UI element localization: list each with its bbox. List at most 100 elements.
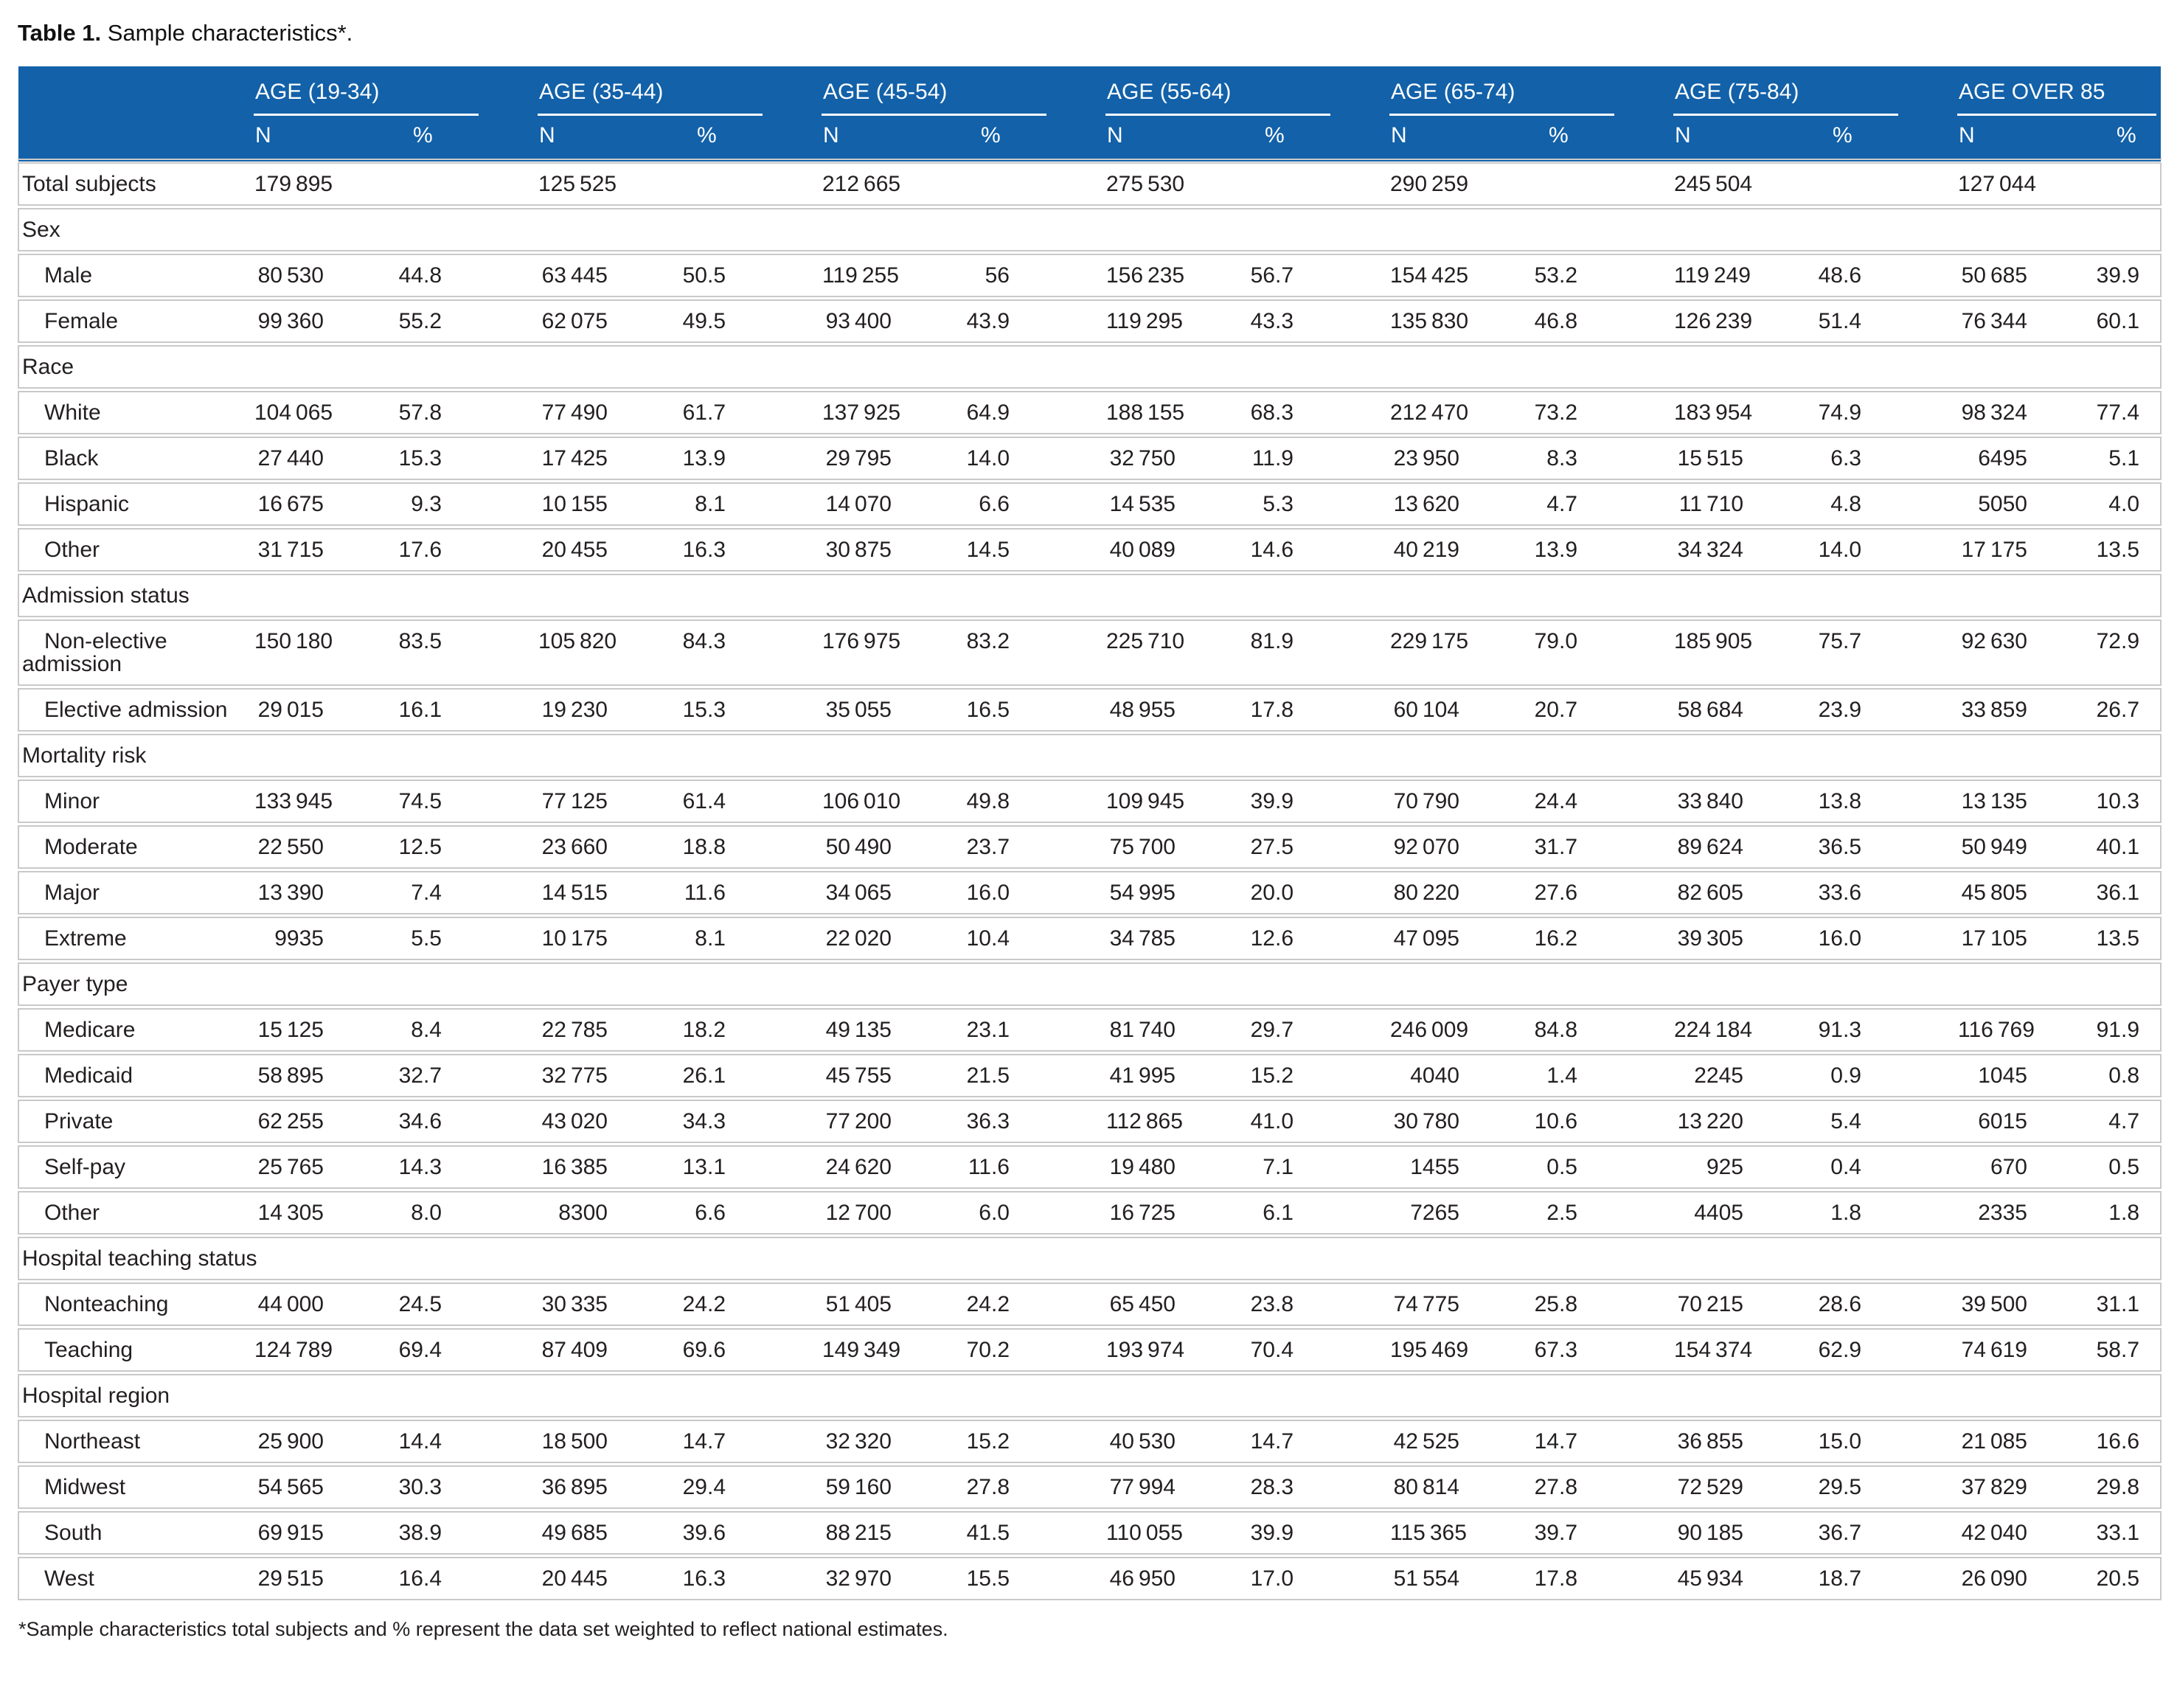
- cell-pct: 33.6: [1784, 867, 1957, 916]
- cell-n: 9935: [254, 913, 364, 962]
- cell-pct: [1500, 159, 1673, 207]
- table-row: Black 27 440 15.3 17 425 13.9 29 795 14.0 32 75…: [18, 433, 2162, 482]
- cell-pct: 6.6: [932, 479, 1105, 527]
- n-column-header: N: [1957, 116, 2068, 162]
- cell-pct: 4.7: [2068, 1096, 2162, 1145]
- cell-n: 33 840: [1673, 776, 1784, 825]
- age-group-header-5: AGE (65-74): [1389, 66, 1673, 116]
- cell-pct: 14.3: [364, 1142, 538, 1190]
- cell-pct: 91.9: [2068, 1004, 2162, 1053]
- cell-n: 2335: [1957, 1187, 2068, 1236]
- cell-n: 29 515: [254, 1553, 364, 1600]
- cell-pct: 57.8: [364, 387, 538, 436]
- n-column-header: N: [1673, 116, 1784, 162]
- cell-pct: 10.6: [1500, 1096, 1673, 1145]
- age-group-header-3: AGE (45-54): [822, 66, 1105, 116]
- cell-n: 80 530: [254, 250, 364, 299]
- cell-pct: 15.2: [932, 1416, 1105, 1465]
- cell-pct: 13.5: [2068, 913, 2162, 962]
- row-label: Elective admission: [18, 684, 254, 733]
- cell-pct: 27.6: [1500, 867, 1673, 916]
- cell-n: 106 010: [822, 776, 932, 825]
- cell-pct: 79.0: [1500, 616, 1673, 687]
- table-row: Moderate 22 550 12.5 23 660 18.8 50 490 23.7 75…: [18, 822, 2162, 870]
- cell-n: 119 295: [1105, 296, 1216, 344]
- cell-pct: [2068, 159, 2162, 207]
- sample-characteristics-table: AGE (19-34) AGE (35-44) AGE (45-54) AGE …: [17, 66, 2162, 1600]
- cell-pct: 8.3: [1500, 433, 1673, 482]
- cell-n: 224 184: [1673, 1004, 1784, 1053]
- cell-pct: 18.7: [1784, 1553, 1957, 1600]
- cell-n: 225 710: [1105, 616, 1216, 687]
- cell-n: 39 305: [1673, 913, 1784, 962]
- cell-n: 275 530: [1105, 159, 1216, 207]
- cell-pct: 41.0: [1216, 1096, 1389, 1145]
- cell-pct: 8.0: [364, 1187, 538, 1236]
- header-group-row: AGE (19-34) AGE (35-44) AGE (45-54) AGE …: [18, 66, 2162, 162]
- section-label: Race: [17, 341, 2162, 390]
- cell-pct: 73.2: [1500, 387, 1673, 436]
- section-label: Hospital region: [17, 1370, 2162, 1419]
- cell-n: 50 949: [1957, 822, 2068, 870]
- cell-pct: 84.3: [648, 616, 822, 687]
- section-label: Mortality risk: [17, 730, 2162, 779]
- cell-n: 126 239: [1673, 296, 1784, 344]
- cell-pct: 13.9: [1500, 524, 1673, 573]
- table-row: Nonteaching 44 000 24.5 30 335 24.2 51 405 24.…: [18, 1279, 2162, 1327]
- cell-n: 10 155: [538, 479, 648, 527]
- cell-n: 44 000: [254, 1279, 364, 1327]
- cell-pct: 16.0: [932, 867, 1105, 916]
- cell-pct: 27.8: [1500, 1462, 1673, 1510]
- cell-pct: 53.2: [1500, 250, 1673, 299]
- age-group-header-6: AGE (75-84): [1673, 66, 1957, 116]
- cell-pct: 12.5: [364, 822, 538, 870]
- cell-n: 25 900: [254, 1416, 364, 1465]
- n-column-header: N: [538, 116, 648, 162]
- cell-pct: 36.7: [1784, 1507, 1957, 1556]
- cell-pct: 36.3: [932, 1096, 1105, 1145]
- row-label: Female: [18, 296, 254, 344]
- cell-pct: 30.3: [364, 1462, 538, 1510]
- row-label: Nonteaching: [18, 1279, 254, 1327]
- cell-n: 33 859: [1957, 684, 2068, 733]
- cell-pct: 18.8: [648, 822, 822, 870]
- table-row: Other 14 305 8.0 8300 6.6 12 700 6.0 16 725 6.1 7…: [18, 1187, 2162, 1236]
- cell-pct: 4.0: [2068, 479, 2162, 527]
- cell-pct: 15.3: [364, 433, 538, 482]
- cell-n: 92 070: [1389, 822, 1500, 870]
- cell-n: 2245: [1673, 1050, 1784, 1099]
- cell-pct: 20.5: [2068, 1553, 2162, 1600]
- table-row: Private 62 255 34.6 43 020 34.3 77 200 36.3 112…: [18, 1096, 2162, 1145]
- cell-n: 16 725: [1105, 1187, 1216, 1236]
- cell-pct: 24.4: [1500, 776, 1673, 825]
- cell-pct: 77.4: [2068, 387, 2162, 436]
- cell-pct: 29.8: [2068, 1462, 2162, 1510]
- age-group-underline: [254, 114, 479, 116]
- cell-pct: 33.1: [2068, 1507, 2162, 1556]
- cell-n: 185 905: [1673, 616, 1784, 687]
- table-row: Teaching 124 789 69.4 87 409 69.6 149 349 70.2…: [18, 1325, 2162, 1373]
- cell-n: 14 070: [822, 479, 932, 527]
- cell-n: 32 750: [1105, 433, 1216, 482]
- cell-n: 99 360: [254, 296, 364, 344]
- cell-n: 104 065: [254, 387, 364, 436]
- cell-pct: 62.9: [1784, 1325, 1957, 1373]
- cell-n: 127 044: [1957, 159, 2068, 207]
- row-label: South: [18, 1507, 254, 1556]
- cell-n: 42 040: [1957, 1507, 2068, 1556]
- cell-n: 6495: [1957, 433, 2068, 482]
- pct-column-header: %: [364, 116, 538, 162]
- cell-n: 25 765: [254, 1142, 364, 1190]
- cell-n: 150 180: [254, 616, 364, 687]
- cell-pct: 29.5: [1784, 1462, 1957, 1510]
- cell-n: 116 769: [1957, 1004, 2068, 1053]
- n-column-header: N: [1389, 116, 1500, 162]
- pct-column-header: %: [1216, 116, 1389, 162]
- cell-pct: 5.1: [2068, 433, 2162, 482]
- cell-n: 92 630: [1957, 616, 2068, 687]
- cell-n: 112 865: [1105, 1096, 1216, 1145]
- age-group-underline: [1673, 114, 1898, 116]
- cell-n: 23 950: [1389, 433, 1500, 482]
- row-label: Total subjects: [18, 159, 254, 207]
- cell-pct: 15.3: [648, 684, 822, 733]
